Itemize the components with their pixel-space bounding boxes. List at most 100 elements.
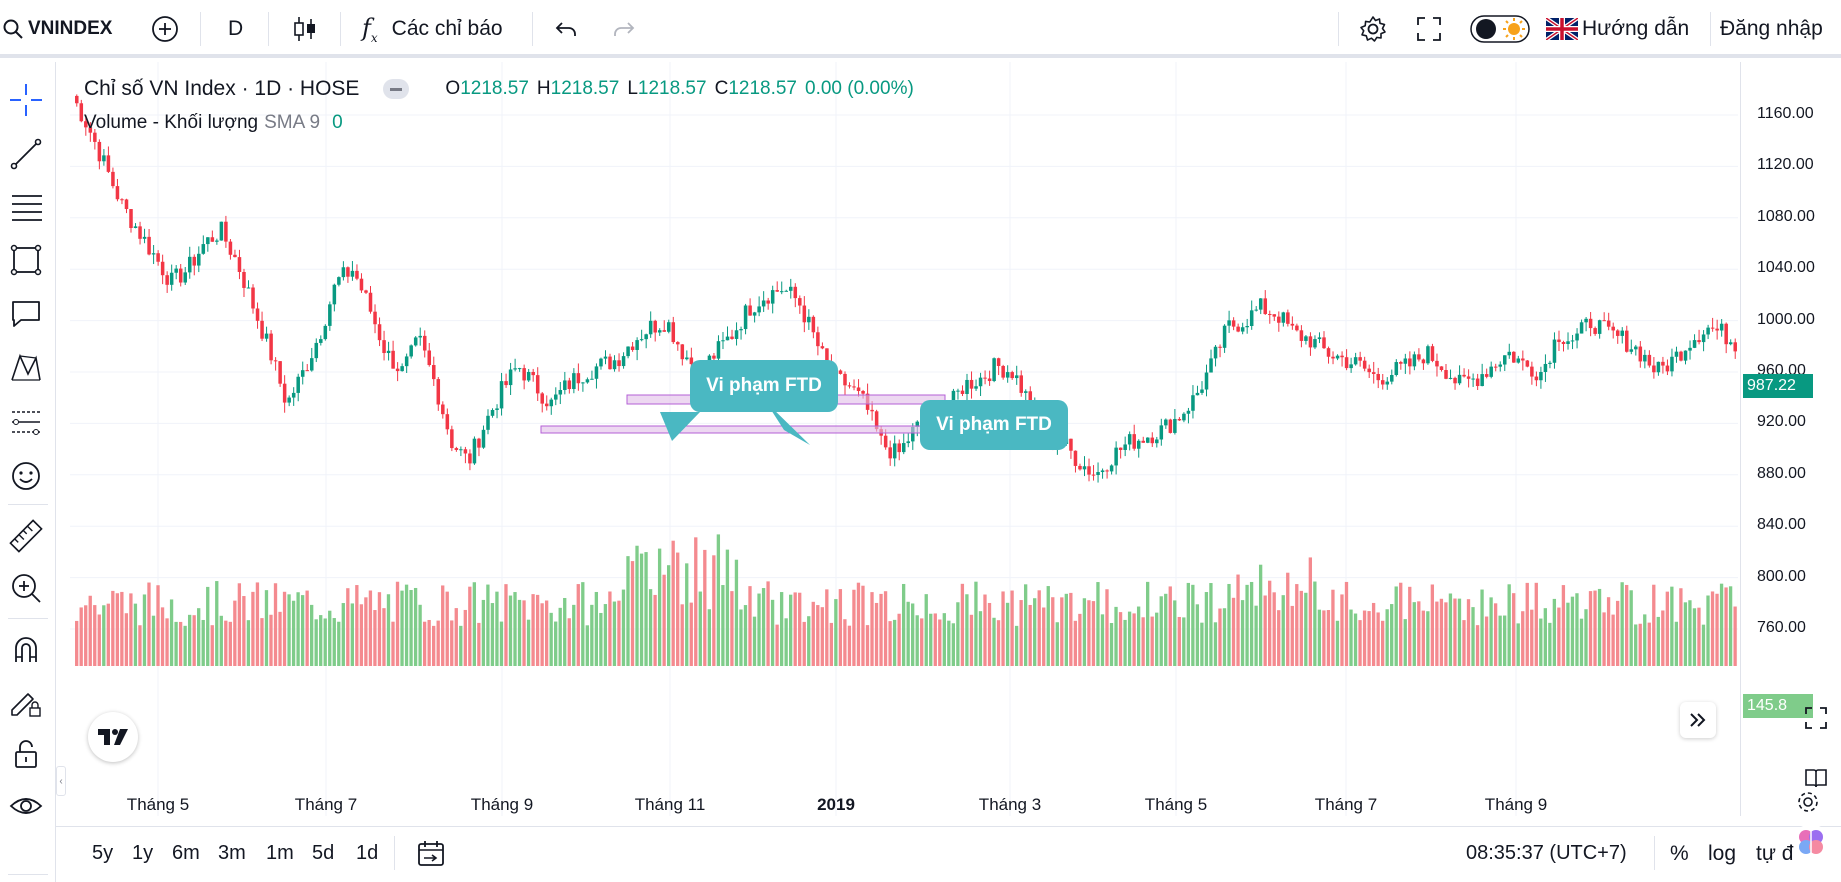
range-button-6m[interactable]: 6m: [172, 842, 200, 864]
volume-bar: [1177, 616, 1181, 666]
screenshot-button[interactable]: [1796, 698, 1836, 738]
candle-body: [178, 268, 183, 283]
candle-body: [644, 334, 648, 340]
collapse-toolbar-button[interactable]: ‹: [56, 766, 66, 796]
candle-body: [558, 390, 563, 395]
theme-toggle[interactable]: [1470, 0, 1530, 58]
double-chevron-right-icon: [1690, 713, 1706, 727]
collapse-legend-button[interactable]: [383, 79, 410, 99]
forecast-tool[interactable]: [4, 400, 48, 444]
candle-body: [1073, 450, 1078, 466]
interval-button[interactable]: D: [228, 17, 244, 40]
volume-bar: [1078, 613, 1082, 666]
symbol-search[interactable]: VNINDEX: [2, 0, 112, 58]
low-value: 1218.57: [637, 78, 707, 99]
volume-bar: [685, 563, 689, 666]
volume-bar: [1182, 617, 1186, 666]
compare-button[interactable]: [150, 0, 180, 58]
indicators-button[interactable]: fx Các chỉ báo: [362, 0, 503, 58]
volume-bar: [1141, 617, 1145, 666]
volume-bar: [1358, 620, 1362, 666]
scroll-to-realtime-button[interactable]: [1680, 702, 1716, 738]
guide-button[interactable]: Hướng dẫn: [1546, 0, 1689, 58]
tradingview-logo[interactable]: [88, 712, 138, 762]
trend-line-tool[interactable]: [4, 132, 48, 176]
price-axis[interactable]: [1740, 62, 1841, 816]
fullscreen-button[interactable]: [1416, 0, 1442, 58]
candle-body: [192, 256, 197, 266]
gear-small-icon: [1798, 792, 1818, 812]
candle-body: [535, 375, 540, 394]
settings-axis-button[interactable]: [1788, 782, 1828, 822]
clock[interactable]: 08:35:37 (UTC+7): [1466, 842, 1627, 864]
redo-button[interactable]: [612, 0, 636, 58]
object-tree-button[interactable]: [1796, 758, 1836, 798]
price-chart[interactable]: [70, 62, 1738, 816]
range-button-5y[interactable]: 5y: [92, 842, 114, 864]
crosshair-icon: [10, 84, 42, 116]
volume-bar: [1042, 607, 1046, 666]
range-button-5d[interactable]: 5d: [312, 842, 335, 864]
candle-body: [883, 435, 888, 448]
auto-toggle[interactable]: tự đ: [1756, 842, 1794, 865]
pattern-tool[interactable]: [4, 346, 48, 390]
candle-body: [441, 404, 445, 415]
volume-bar: [1146, 581, 1150, 666]
candle-body: [1615, 330, 1620, 336]
volume-bar: [1371, 602, 1376, 666]
shape-tool[interactable]: [4, 238, 48, 282]
callout-ftd-1[interactable]: Vi phạm FTD: [690, 360, 838, 412]
visibility-tool[interactable]: [4, 784, 48, 828]
volume-bar: [703, 549, 707, 666]
candle-body: [1299, 330, 1304, 341]
candle-body: [1525, 360, 1530, 367]
chart-title[interactable]: Chỉ số VN Index · 1D · HOSE: [84, 77, 360, 100]
annotation-tool[interactable]: [4, 292, 48, 336]
brain-assistant-button[interactable]: [1793, 824, 1829, 860]
percent-toggle[interactable]: %: [1670, 842, 1689, 865]
login-button[interactable]: Đăng nhập: [1720, 17, 1823, 40]
lock-drawings-tool[interactable]: [4, 680, 48, 724]
candle-body: [1317, 337, 1322, 340]
date-range-button[interactable]: [414, 836, 448, 870]
candle-body: [1426, 346, 1430, 364]
range-button-1d[interactable]: 1d: [356, 842, 379, 864]
chart-type-button[interactable]: [292, 0, 318, 58]
zoom-tool[interactable]: [4, 566, 48, 610]
crosshair-tool[interactable]: [4, 78, 48, 122]
volume-bar: [698, 591, 702, 666]
lock-tool[interactable]: [4, 732, 48, 776]
volume-bar: [1502, 615, 1507, 666]
volume-bar: [522, 600, 526, 666]
settings-button[interactable]: [1358, 0, 1388, 58]
log-toggle[interactable]: log: [1708, 842, 1737, 865]
candle-body: [174, 268, 178, 273]
range-button-1m[interactable]: 1m: [266, 842, 294, 864]
icons-tool[interactable]: [4, 454, 48, 498]
volume-bar: [1019, 600, 1023, 666]
volume-bar: [1168, 586, 1172, 666]
volume-bar: [942, 613, 946, 666]
measure-tool[interactable]: [4, 514, 48, 558]
candle-body: [1362, 360, 1367, 369]
volume-bar: [269, 614, 273, 666]
range-button-1y[interactable]: 1y: [132, 842, 154, 864]
volume-bar: [915, 615, 919, 666]
volume-bar: [1543, 608, 1547, 666]
range-button-3m[interactable]: 3m: [218, 842, 246, 864]
price-tick-label: 760.00: [1757, 619, 1806, 636]
candle-body: [75, 95, 79, 104]
callout-ftd-2[interactable]: Vi phạm FTD: [920, 400, 1068, 450]
volume-title[interactable]: Volume - Khối lượng: [84, 112, 259, 133]
volume-bar: [224, 620, 228, 666]
candle-body: [269, 333, 273, 361]
candle-body: [1177, 418, 1182, 421]
pattern-icon: [11, 353, 41, 381]
undo-button[interactable]: [554, 0, 578, 58]
volume-bar: [974, 581, 978, 666]
candle-body: [1710, 327, 1715, 329]
fib-tool[interactable]: [4, 186, 48, 230]
magnet-tool[interactable]: [4, 628, 48, 672]
volume-bar: [165, 618, 169, 666]
candle-body: [1534, 376, 1539, 381]
